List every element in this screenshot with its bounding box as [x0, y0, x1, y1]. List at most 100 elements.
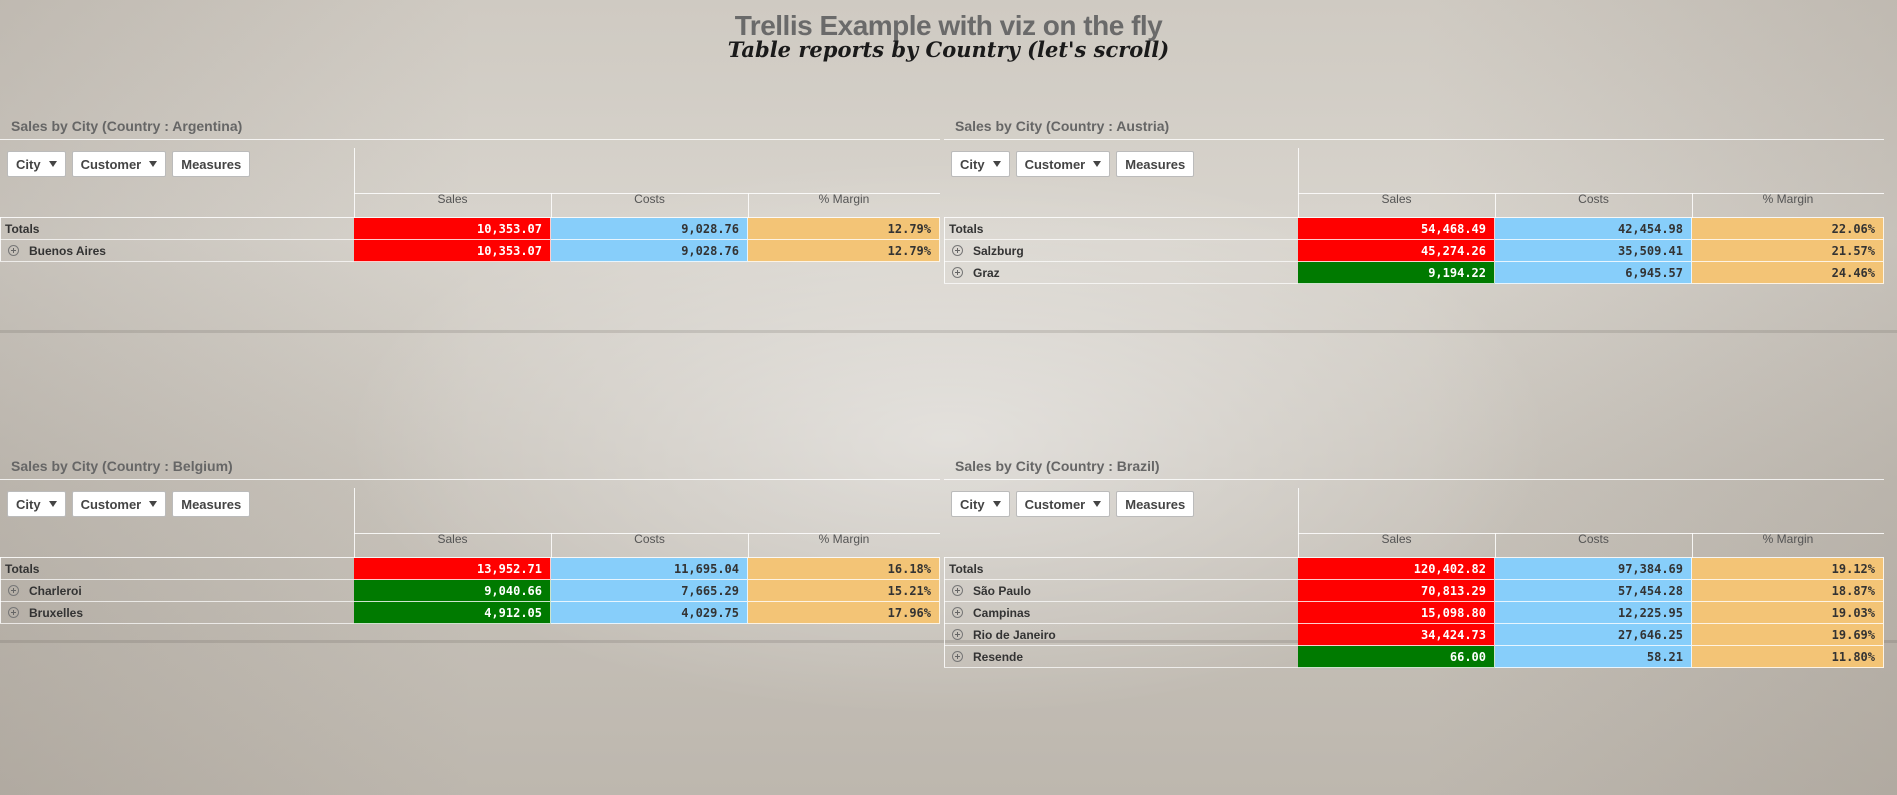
divider — [354, 533, 940, 534]
panel-title: Sales by City (Country : Belgium) — [11, 458, 233, 474]
chevron-down-icon — [48, 501, 57, 507]
divider — [354, 148, 355, 261]
column-header-costs[interactable]: Costs — [634, 532, 665, 546]
customer-dropdown-label: Customer — [80, 156, 142, 172]
page-title: Trellis Example with viz on the fly — [734, 10, 1163, 41]
expand-plus-icon[interactable] — [8, 607, 19, 618]
customer-dropdown[interactable]: Customer — [1015, 491, 1111, 517]
column-header-margin[interactable]: % Margin — [1762, 192, 1814, 206]
costs-cell: 9,028.76 — [551, 240, 748, 262]
divider — [0, 623, 354, 624]
costs-cell: 58.21 — [1495, 646, 1692, 668]
margin-cell: 24.46% — [1692, 262, 1884, 284]
city-label[interactable]: Charleroi — [5, 580, 82, 602]
table-row[interactable]: Bruxelles 4,912.05 4,029.75 17.96% — [0, 602, 940, 624]
divider — [944, 557, 1884, 558]
expand-plus-icon[interactable] — [952, 651, 963, 662]
expand-plus-icon[interactable] — [8, 585, 19, 596]
sales-cell: 45,274.26 — [1298, 240, 1495, 262]
chevron-down-icon — [1093, 501, 1102, 507]
city-label[interactable]: Graz — [949, 262, 1000, 284]
city-dropdown[interactable]: City — [7, 151, 66, 177]
table-row[interactable]: São Paulo 70,813.29 57,454.28 18.87% — [944, 580, 1884, 602]
table-panel: Sales by City (Country : Brazil) City Cu… — [944, 458, 1884, 671]
expand-plus-icon[interactable] — [952, 607, 963, 618]
margin-cell: 19.03% — [1692, 602, 1884, 624]
customer-dropdown[interactable]: Customer — [71, 151, 167, 177]
column-header-sales[interactable]: Sales — [437, 532, 468, 546]
background-rail — [0, 330, 1897, 333]
sales-cell: 120,402.82 — [1298, 558, 1495, 580]
divider — [944, 667, 1298, 668]
column-header-costs[interactable]: Costs — [1578, 192, 1609, 206]
divider — [944, 645, 1298, 646]
row-label-text: Totals — [5, 222, 40, 236]
margin-cell: 16.18% — [748, 558, 940, 580]
city-label[interactable]: São Paulo — [949, 580, 1031, 602]
table-panel: Sales by City (Country : Austria) City C… — [944, 118, 1884, 287]
panel-title: Sales by City (Country : Austria) — [955, 118, 1170, 134]
table-row[interactable]: Buenos Aires 10,353.07 9,028.76 12.79% — [0, 240, 940, 262]
column-header-costs[interactable]: Costs — [634, 192, 665, 206]
table-row[interactable]: Charleroi 9,040.66 7,665.29 15.21% — [0, 580, 940, 602]
column-header-margin[interactable]: % Margin — [818, 532, 870, 546]
divider — [944, 479, 1884, 480]
expand-plus-icon[interactable] — [952, 585, 963, 596]
costs-cell: 97,384.69 — [1495, 558, 1692, 580]
row-label-text: São Paulo — [973, 584, 1032, 598]
row-label-text: Graz — [973, 266, 1000, 280]
column-header-margin[interactable]: % Margin — [818, 192, 870, 206]
expand-plus-icon[interactable] — [952, 245, 963, 256]
dimension-controls: City Customer Measures — [951, 491, 1195, 517]
city-label[interactable]: Campinas — [949, 602, 1030, 624]
panel-title: Sales by City (Country : Brazil) — [955, 458, 1160, 474]
table-row[interactable]: Resende 66.00 58.21 11.80% — [944, 646, 1884, 668]
margin-cell: 22.06% — [1692, 218, 1884, 240]
expand-plus-icon[interactable] — [8, 245, 19, 256]
costs-cell: 12,225.95 — [1495, 602, 1692, 624]
measures-button-label: Measures — [1125, 156, 1186, 172]
row-label-text: Charleroi — [29, 584, 82, 598]
customer-dropdown-label: Customer — [80, 496, 142, 512]
divider — [944, 217, 1884, 218]
city-dropdown[interactable]: City — [951, 151, 1010, 177]
row-label-text: Totals — [949, 562, 984, 576]
sales-cell: 66.00 — [1298, 646, 1495, 668]
table-row[interactable]: Campinas 15,098.80 12,225.95 19.03% — [944, 602, 1884, 624]
city-dropdown-label: City — [16, 496, 41, 512]
totals-label: Totals — [949, 218, 983, 240]
dimension-controls: City Customer Measures — [7, 491, 251, 517]
divider — [944, 239, 1298, 240]
customer-dropdown[interactable]: Customer — [1015, 151, 1111, 177]
expand-plus-icon[interactable] — [952, 267, 963, 278]
city-label[interactable]: Resende — [949, 646, 1023, 668]
measures-button[interactable]: Measures — [172, 151, 251, 177]
measures-button[interactable]: Measures — [172, 491, 251, 517]
totals-row: Totals 10,353.07 9,028.76 12.79% — [0, 218, 940, 240]
column-header-sales[interactable]: Sales — [1381, 532, 1412, 546]
customer-dropdown[interactable]: Customer — [71, 491, 167, 517]
city-label[interactable]: Buenos Aires — [5, 240, 106, 262]
measures-button[interactable]: Measures — [1116, 151, 1195, 177]
city-label[interactable]: Bruxelles — [5, 602, 83, 624]
expand-plus-icon[interactable] — [952, 629, 963, 640]
chevron-down-icon — [48, 161, 57, 167]
column-header-sales[interactable]: Sales — [437, 192, 468, 206]
city-dropdown[interactable]: City — [951, 491, 1010, 517]
table-row[interactable]: Rio de Janeiro 34,424.73 27,646.25 19.69… — [944, 624, 1884, 646]
city-label[interactable]: Salzburg — [949, 240, 1024, 262]
city-dropdown[interactable]: City — [7, 491, 66, 517]
table-row[interactable]: Graz 9,194.22 6,945.57 24.46% — [944, 262, 1884, 284]
column-header-margin[interactable]: % Margin — [1762, 532, 1814, 546]
table-row[interactable]: Salzburg 45,274.26 35,509.41 21.57% — [944, 240, 1884, 262]
column-header-costs[interactable]: Costs — [1578, 532, 1609, 546]
measures-button[interactable]: Measures — [1116, 491, 1195, 517]
costs-cell: 42,454.98 — [1495, 218, 1692, 240]
margin-cell: 17.96% — [748, 602, 940, 624]
divider — [944, 557, 945, 667]
city-label[interactable]: Rio de Janeiro — [949, 624, 1056, 646]
column-header-sales[interactable]: Sales — [1381, 192, 1412, 206]
margin-cell: 12.79% — [748, 218, 940, 240]
sales-cell: 4,912.05 — [354, 602, 551, 624]
margin-cell: 12.79% — [748, 240, 940, 262]
